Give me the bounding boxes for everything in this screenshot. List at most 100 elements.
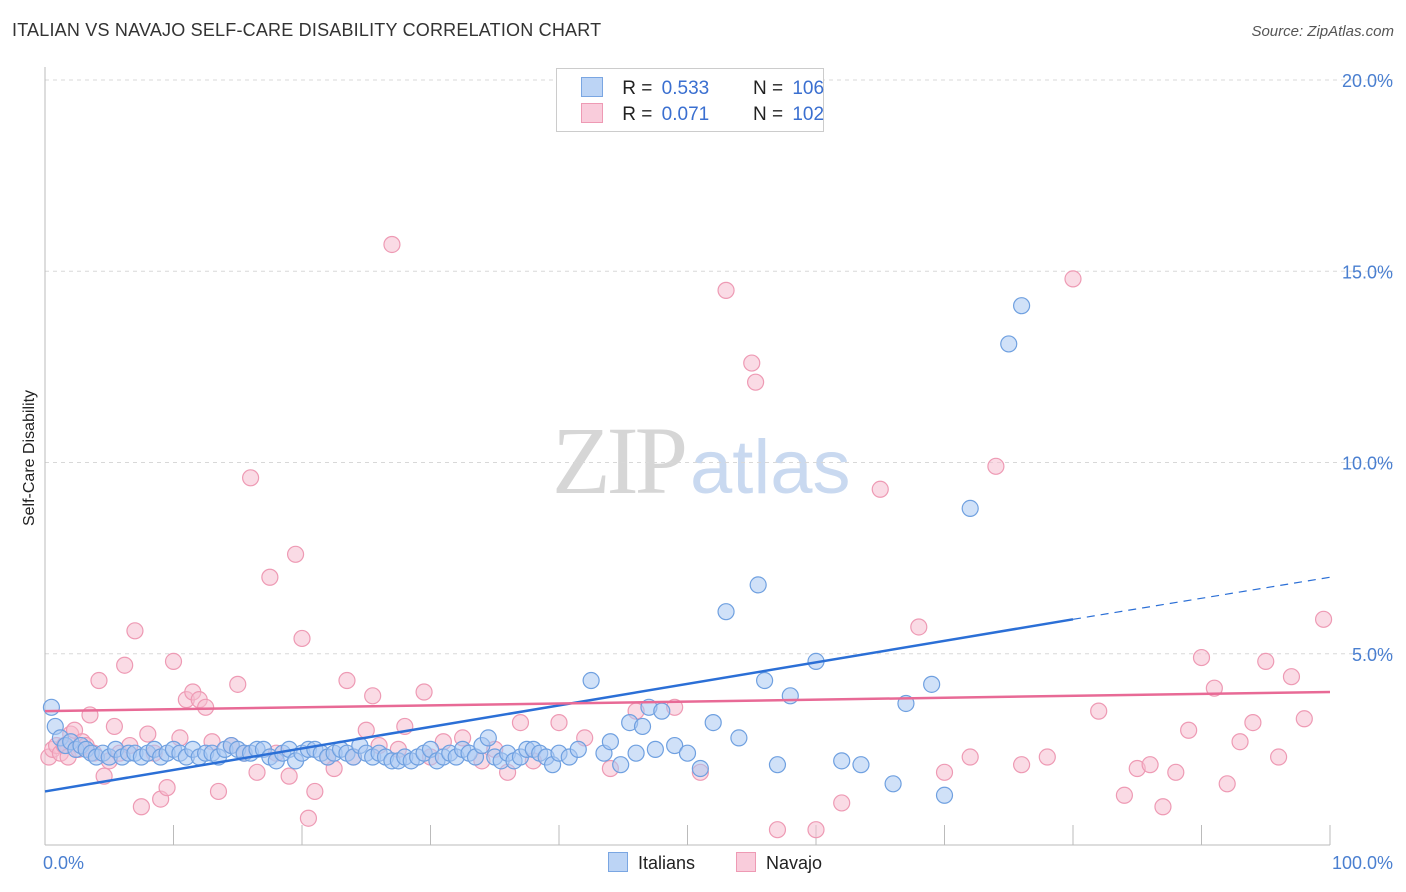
navajo-point (987, 457, 1005, 475)
navajo-point (1269, 748, 1288, 766)
navajo-point (261, 568, 279, 586)
navajo-point (833, 794, 851, 812)
navajo-point (299, 809, 318, 827)
navajo-point (116, 656, 134, 674)
bottom-navajo-swatch (736, 852, 756, 872)
source-label: Source: ZipAtlas.com (1251, 23, 1394, 40)
navajo-point (1231, 733, 1249, 751)
navajo-point (415, 683, 433, 701)
italians-point (678, 744, 697, 762)
bottom-legend-navajo: Navajo (736, 852, 822, 874)
navajo-point (242, 469, 260, 487)
navajo-point (139, 725, 157, 743)
italians-point (884, 775, 902, 793)
navajo-point (338, 671, 356, 690)
italians-point (1012, 297, 1031, 315)
chart-title: ITALIAN VS NAVAJO SELF-CARE DISABILITY C… (12, 20, 602, 40)
x-tick-label-max: 100.0% (1332, 853, 1393, 873)
italians-point (666, 736, 684, 755)
navajo-point (1295, 710, 1313, 728)
italians-point (1000, 335, 1018, 353)
navajo-point (383, 235, 401, 254)
italians-point (627, 744, 645, 762)
navajo-swatch (581, 103, 603, 123)
italians-point (923, 675, 941, 693)
navajo-point (1205, 679, 1223, 697)
navajo-point (717, 281, 735, 299)
italians-point (633, 717, 652, 736)
navajo-point (1192, 648, 1211, 667)
italians-swatch (581, 77, 603, 97)
navajo-point (807, 821, 825, 839)
navajo-point (1115, 786, 1134, 804)
navajo-point (306, 782, 324, 801)
navajo-point (364, 687, 382, 705)
y-tick-label: 15.0% (1342, 262, 1393, 282)
navajo-point (248, 763, 266, 781)
y-tick-label: 5.0% (1352, 645, 1393, 665)
italians-point (717, 603, 735, 621)
y-axis-label: Self-Care Disability (21, 390, 38, 526)
navajo-point (280, 767, 298, 785)
navajo-n-label: N = (752, 104, 784, 125)
italians-point (479, 729, 497, 747)
navajo-point (126, 622, 144, 640)
navajo-point (1090, 702, 1108, 720)
y-tick-label: 10.0% (1342, 454, 1393, 474)
navajo-point (1282, 668, 1301, 686)
italians-point (612, 756, 630, 774)
italians-point (691, 759, 709, 778)
navajo-point (961, 748, 979, 766)
italians-point (852, 756, 870, 774)
navajo-point (1218, 775, 1236, 793)
navajo-point (1257, 652, 1275, 671)
watermark: ZIPatlas (552, 405, 851, 516)
italians-point (42, 698, 61, 716)
navajo-point (229, 675, 247, 693)
navajo-point (1154, 798, 1172, 816)
bottom-italians-swatch (608, 852, 628, 872)
y-tick-label: 20.0% (1342, 71, 1393, 91)
italians-r-value: 0.533 (661, 78, 710, 99)
bottom-italians-label: Italians (638, 853, 696, 873)
bottom-legend-italians: Italians (608, 852, 695, 874)
navajo-point (511, 713, 530, 732)
italians-point (646, 740, 664, 758)
navajo-r-value: 0.071 (661, 104, 710, 125)
italians-r-label: R = (622, 78, 653, 99)
navajo-n-value: 102 (792, 104, 825, 125)
navajo-point (197, 698, 215, 716)
navajo-point (871, 480, 889, 498)
legend-row-italians: R = 0.533 N = 106 (581, 77, 824, 103)
italians-point (768, 756, 787, 774)
navajo-point (747, 373, 765, 391)
watermark-zip: ZIP (552, 407, 688, 514)
navajo-point (1141, 756, 1159, 774)
italians-point (704, 713, 722, 732)
navajo-point (90, 671, 108, 690)
navajo-point (1064, 270, 1082, 288)
navajo-point (1314, 610, 1333, 628)
navajo-point (1180, 721, 1198, 739)
legend-row-navajo: R = 0.071 N = 102 (581, 103, 824, 129)
navajo-point (1038, 748, 1056, 766)
navajo-point (105, 717, 123, 736)
navajo-point (209, 782, 228, 801)
navajo-point (910, 618, 928, 636)
italians-point (781, 687, 799, 705)
italians-point (833, 752, 851, 770)
navajo-point (550, 713, 568, 732)
navajo-r-label: R = (622, 104, 653, 125)
navajo-point (935, 763, 954, 781)
navajo-point (1012, 756, 1031, 774)
watermark-atlas: atlas (690, 425, 851, 510)
navajo-point (286, 545, 305, 563)
x-tick-label-min: 0.0% (43, 853, 84, 873)
bottom-navajo-label: Navajo (766, 853, 823, 873)
navajo-point (1167, 763, 1185, 781)
italians-point (755, 671, 774, 690)
navajo-trend-line (44, 690, 1331, 713)
italians-trend-line (44, 618, 1074, 793)
stats-legend: R = 0.533 N = 106 R = 0.071 N = 102 (556, 68, 824, 132)
